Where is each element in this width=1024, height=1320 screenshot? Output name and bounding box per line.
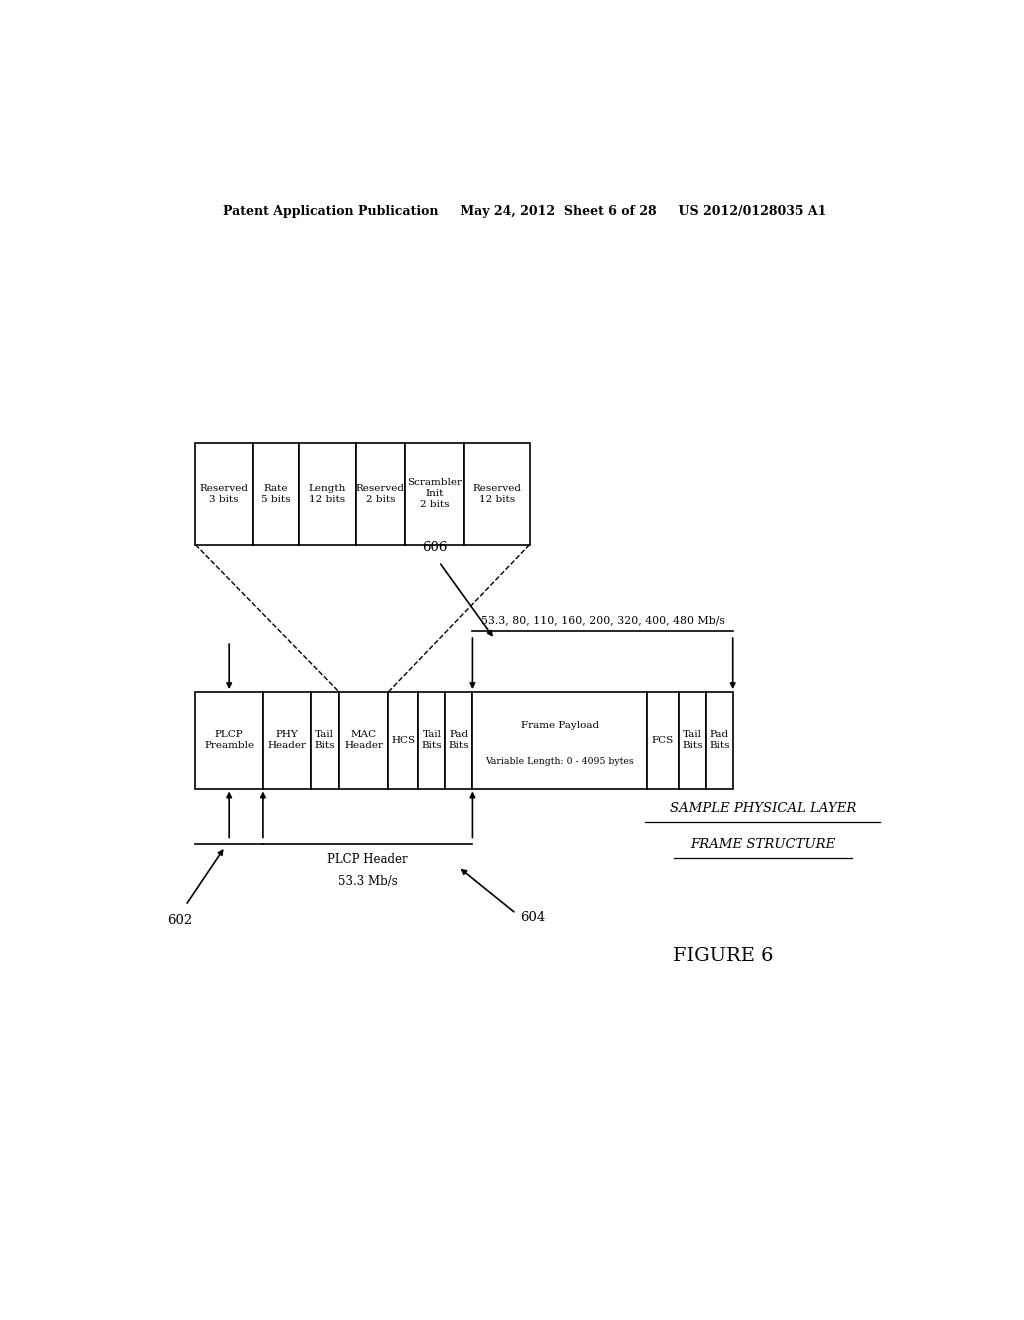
Bar bbox=[404, 444, 465, 545]
Bar bbox=[339, 692, 388, 788]
Text: Tail
Bits: Tail Bits bbox=[682, 730, 702, 750]
Text: PHY
Header: PHY Header bbox=[267, 730, 306, 750]
Bar bbox=[465, 444, 529, 545]
Bar bbox=[253, 444, 299, 545]
Bar bbox=[263, 692, 310, 788]
Text: Scrambler
Init
2 bits: Scrambler Init 2 bits bbox=[408, 478, 462, 510]
Bar bbox=[310, 692, 339, 788]
Text: Reserved
12 bits: Reserved 12 bits bbox=[472, 483, 521, 504]
Bar bbox=[472, 692, 647, 788]
Bar bbox=[706, 692, 733, 788]
Bar bbox=[679, 692, 706, 788]
Text: 604: 604 bbox=[520, 911, 546, 924]
Bar bbox=[647, 692, 679, 788]
Text: Tail
Bits: Tail Bits bbox=[422, 730, 442, 750]
Text: Pad
Bits: Pad Bits bbox=[449, 730, 469, 750]
Text: FCS: FCS bbox=[651, 735, 674, 744]
Text: FRAME STRUCTURE: FRAME STRUCTURE bbox=[690, 838, 836, 851]
Text: Length
12 bits: Length 12 bits bbox=[308, 483, 346, 504]
Text: 606: 606 bbox=[422, 541, 447, 554]
Text: PLCP Header: PLCP Header bbox=[328, 853, 408, 866]
Text: MAC
Header: MAC Header bbox=[344, 730, 383, 750]
Bar bbox=[299, 444, 355, 545]
Text: Variable Length: 0 - 4095 bytes: Variable Length: 0 - 4095 bytes bbox=[485, 758, 634, 766]
Text: 53.3 Mb/s: 53.3 Mb/s bbox=[338, 875, 397, 888]
Text: Rate
5 bits: Rate 5 bits bbox=[261, 483, 291, 504]
Text: Pad
Bits: Pad Bits bbox=[709, 730, 729, 750]
Text: HCS: HCS bbox=[391, 735, 416, 744]
Text: PLCP
Preamble: PLCP Preamble bbox=[204, 730, 254, 750]
Text: Patent Application Publication     May 24, 2012  Sheet 6 of 28     US 2012/01280: Patent Application Publication May 24, 2… bbox=[223, 205, 826, 218]
Bar bbox=[196, 444, 253, 545]
Text: 602: 602 bbox=[167, 913, 193, 927]
Bar bbox=[355, 444, 404, 545]
Text: Frame Payload: Frame Payload bbox=[520, 721, 599, 730]
Text: FIGURE 6: FIGURE 6 bbox=[673, 948, 773, 965]
Text: 53.3, 80, 110, 160, 200, 320, 400, 480 Mb/s: 53.3, 80, 110, 160, 200, 320, 400, 480 M… bbox=[480, 615, 725, 624]
Bar bbox=[388, 692, 419, 788]
Text: SAMPLE PHYSICAL LAYER: SAMPLE PHYSICAL LAYER bbox=[670, 803, 856, 816]
Text: Tail
Bits: Tail Bits bbox=[314, 730, 335, 750]
Bar bbox=[419, 692, 445, 788]
Bar bbox=[196, 692, 263, 788]
Text: Reserved
3 bits: Reserved 3 bits bbox=[200, 483, 249, 504]
Bar bbox=[445, 692, 472, 788]
Text: Reserved
2 bits: Reserved 2 bits bbox=[356, 483, 404, 504]
